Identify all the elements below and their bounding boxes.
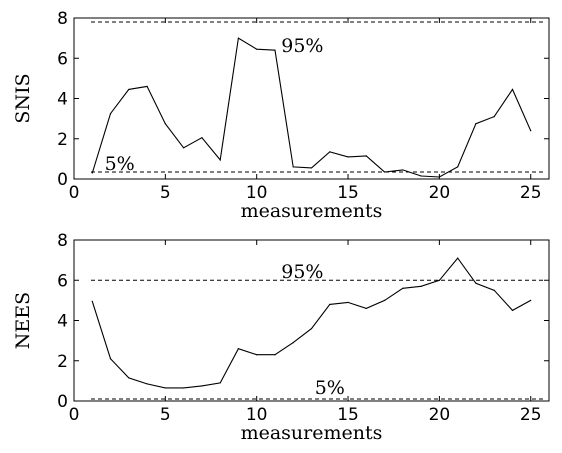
data-point — [274, 49, 276, 51]
x-tick-label: 25 — [520, 183, 542, 203]
data-point — [475, 123, 477, 125]
data-point — [420, 175, 422, 177]
x-tick-label: 0 — [69, 405, 80, 425]
data-point — [493, 289, 495, 291]
data-point — [219, 159, 221, 161]
data-point — [457, 257, 459, 259]
x-tick-label: 15 — [337, 183, 359, 203]
data-point — [219, 382, 221, 384]
y-tick-label: 2 — [57, 130, 68, 150]
reference-label-1: 5% — [105, 153, 135, 175]
y-tick-label: 8 — [57, 231, 68, 251]
data-point — [109, 358, 112, 360]
data-point — [457, 166, 459, 168]
data-point — [274, 354, 276, 356]
data-point — [402, 287, 404, 289]
data-point — [128, 88, 130, 91]
data-point — [91, 172, 93, 174]
x-tick-label: 20 — [429, 405, 451, 425]
data-point — [383, 299, 386, 301]
data-point — [164, 387, 166, 389]
data-point — [402, 169, 404, 171]
data-point — [146, 383, 148, 385]
data-point — [365, 155, 367, 157]
data-point — [329, 303, 331, 305]
x-tick-label: 20 — [429, 183, 451, 203]
data-point — [475, 282, 477, 284]
data-point — [292, 166, 294, 168]
data-point — [146, 85, 148, 88]
data-point — [237, 348, 240, 350]
data-point — [365, 307, 367, 310]
data-point — [183, 387, 185, 389]
y-axis-label: NEES — [12, 292, 34, 349]
y-tick-label: 8 — [57, 9, 68, 29]
data-point — [530, 299, 532, 301]
x-tick-label: 5 — [160, 405, 171, 425]
data-point — [310, 167, 313, 169]
y-tick-label: 2 — [57, 352, 68, 372]
series-line-0 — [91, 37, 532, 178]
y-tick-label: 6 — [57, 49, 68, 69]
data-point — [438, 279, 440, 281]
y-tick-label: 4 — [57, 312, 68, 332]
snis-chart: 0 5 10 15 20 25 0 2 4 6 8 measurements SNIS 95% 5% — [12, 9, 550, 222]
data-point — [493, 116, 495, 118]
data-point — [109, 112, 112, 115]
data-point — [347, 156, 349, 158]
nees-chart: 0 5 10 15 20 25 0 2 4 6 8 measurements NEES 95% 5% — [12, 231, 550, 444]
data-point — [511, 309, 514, 312]
y-tick-label: 4 — [57, 90, 68, 110]
x-axis-label: measurements — [241, 422, 383, 444]
x-tick-label: 15 — [337, 405, 359, 425]
data-point — [420, 285, 422, 287]
x-tick-label: 10 — [246, 183, 268, 203]
y-tick-label: 0 — [57, 392, 68, 412]
x-axis-label: measurements — [241, 200, 383, 222]
data-point — [128, 377, 130, 379]
y-axis-label: SNIS — [12, 73, 34, 123]
data-point — [201, 137, 203, 139]
data-point — [201, 385, 203, 387]
x-tick-label: 25 — [520, 405, 542, 425]
data-point — [310, 327, 313, 330]
data-point — [256, 48, 258, 50]
data-point — [329, 151, 331, 153]
x-tick-label: 5 — [160, 183, 171, 203]
data-point — [383, 171, 386, 173]
data-point — [292, 342, 294, 344]
data-point — [438, 176, 440, 178]
reference-label-0: 95% — [281, 35, 323, 57]
data-point — [256, 354, 258, 356]
data-point — [347, 301, 349, 303]
data-point — [530, 130, 532, 132]
x-tick-label: 10 — [246, 405, 268, 425]
data-point — [511, 88, 514, 91]
x-tick-label: 0 — [69, 183, 80, 203]
data-point — [183, 147, 185, 149]
data-point — [164, 123, 166, 125]
data-point — [237, 37, 240, 39]
reference-label-0: 95% — [281, 261, 323, 283]
y-tick-label: 0 — [57, 170, 68, 190]
y-tick-label: 6 — [57, 271, 68, 291]
data-point — [91, 300, 93, 302]
reference-label-1: 5% — [315, 377, 345, 399]
